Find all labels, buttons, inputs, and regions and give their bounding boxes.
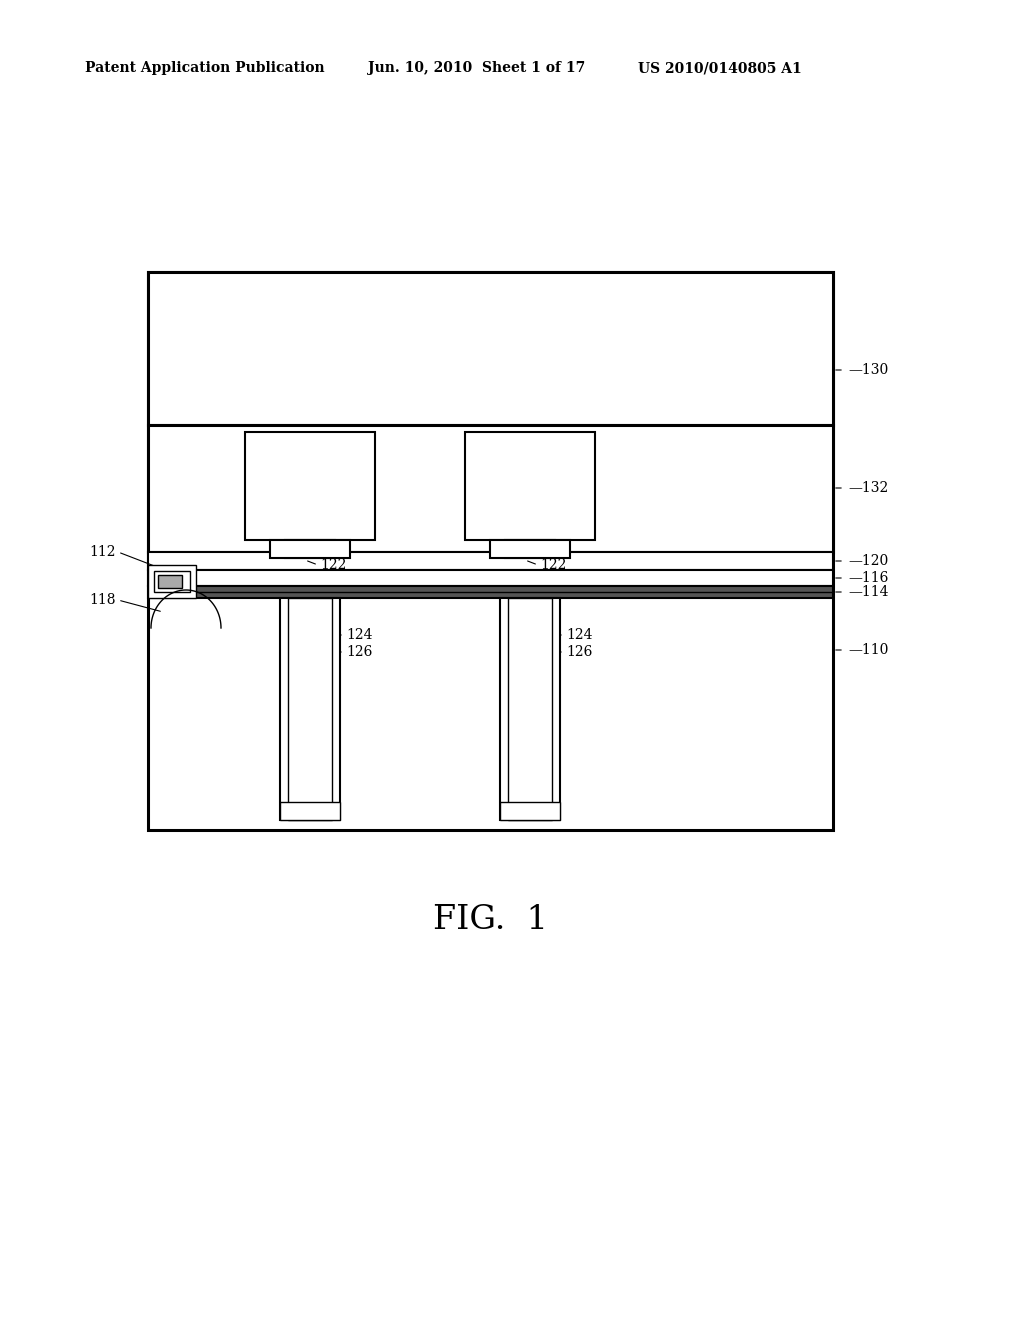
Bar [148, 570, 833, 586]
Bar [508, 598, 552, 820]
Bar [148, 552, 833, 570]
Bar [280, 598, 340, 820]
Bar [148, 586, 833, 598]
Bar [148, 272, 833, 425]
Text: 128: 128 [554, 483, 581, 498]
Bar [148, 565, 196, 598]
Bar [154, 572, 190, 591]
Bar [465, 432, 595, 540]
Bar [158, 576, 182, 587]
Bar [505, 540, 555, 558]
Text: Patent Application Publication: Patent Application Publication [85, 61, 325, 75]
Text: 122: 122 [319, 558, 346, 572]
Text: 128: 128 [334, 483, 360, 498]
Text: 126: 126 [346, 645, 373, 659]
Text: —114: —114 [848, 585, 889, 599]
Bar [288, 598, 332, 820]
Bar [280, 803, 340, 820]
Text: US 2010/0140805 A1: US 2010/0140805 A1 [638, 61, 802, 75]
Bar [148, 272, 833, 830]
Bar [148, 425, 833, 552]
Bar [270, 540, 350, 558]
Bar [490, 540, 570, 558]
Text: —116: —116 [848, 572, 889, 585]
Text: Jun. 10, 2010  Sheet 1 of 17: Jun. 10, 2010 Sheet 1 of 17 [368, 61, 586, 75]
Text: FIG.  1: FIG. 1 [432, 904, 548, 936]
Bar [245, 432, 375, 540]
Text: 118: 118 [89, 593, 116, 607]
Bar [500, 803, 560, 820]
Text: —120: —120 [848, 554, 888, 568]
Text: —130: —130 [848, 363, 888, 378]
Text: 124: 124 [346, 628, 373, 642]
Bar [500, 598, 560, 820]
Bar [285, 540, 335, 558]
Text: 122: 122 [540, 558, 566, 572]
Text: 112: 112 [89, 545, 116, 558]
Text: —110: —110 [848, 643, 889, 657]
Text: 126: 126 [566, 645, 592, 659]
Text: —132: —132 [848, 480, 888, 495]
Text: 124: 124 [566, 628, 593, 642]
